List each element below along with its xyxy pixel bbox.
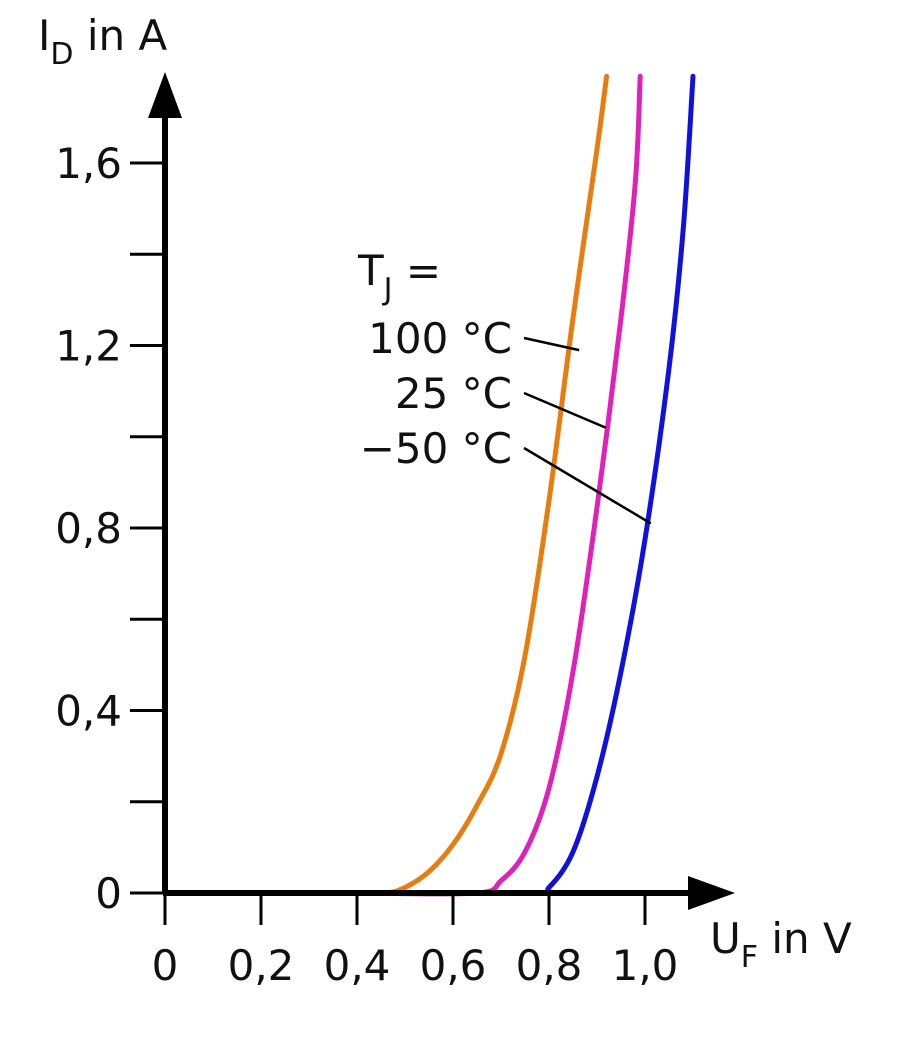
y-tick-label: 0,8 bbox=[55, 504, 122, 553]
series-line-50-c bbox=[162, 73, 696, 896]
y-axis-title-sub: D bbox=[50, 37, 73, 72]
x-axis-title-sub: F bbox=[741, 940, 758, 975]
x-tick-label: 0,6 bbox=[420, 941, 487, 990]
x-axis-title-unit: in V bbox=[758, 914, 852, 963]
y-tick-label: 1,2 bbox=[55, 322, 122, 371]
series-layer bbox=[162, 73, 696, 897]
legend-label-50-c: −50 °C bbox=[360, 424, 512, 473]
legend-leader-line bbox=[523, 391, 607, 429]
y-axis-title-main: I bbox=[38, 11, 50, 60]
x-tick-label: 0 bbox=[152, 941, 179, 990]
x-tick-label: 0,2 bbox=[228, 941, 295, 990]
series-line-100-c bbox=[162, 73, 610, 896]
legend-label-25-c: 25 °C bbox=[395, 369, 512, 418]
axis-titles: ID in A UF in V bbox=[38, 11, 852, 975]
legend: TJ = 100 °C 25 °C −50 °C bbox=[357, 246, 652, 525]
legend-title-main: T bbox=[357, 246, 384, 295]
legend-title: TJ = bbox=[357, 246, 441, 307]
x-tick-label: 0,8 bbox=[516, 941, 583, 990]
y-axis-arrow-icon bbox=[148, 72, 182, 118]
series-line-25-c bbox=[162, 73, 643, 897]
ticks: 0 0,2 0,4 0,6 0,8 1,0 0 0,4 0,8 1,2 1,6 bbox=[55, 139, 678, 990]
y-tick-label: 0,4 bbox=[55, 687, 122, 736]
legend-leader-line bbox=[523, 336, 580, 352]
x-tick-label: 0,4 bbox=[324, 941, 391, 990]
x-axis-title: UF in V bbox=[710, 914, 852, 975]
legend-title-rest: = bbox=[393, 246, 442, 295]
y-tick-label: 0 bbox=[95, 869, 122, 918]
legend-leader-line bbox=[523, 446, 652, 525]
legend-label-100-c: 100 °C bbox=[368, 314, 512, 363]
y-axis-title: ID in A bbox=[38, 11, 167, 72]
x-axis-arrow-icon bbox=[688, 876, 735, 910]
y-tick-label: 1,6 bbox=[55, 139, 122, 188]
x-axis-title-main: U bbox=[710, 914, 741, 963]
axes bbox=[148, 72, 735, 910]
y-axis-title-unit: in A bbox=[74, 11, 168, 60]
x-tick-label: 1,0 bbox=[612, 941, 679, 990]
legend-title-sub: J bbox=[382, 272, 393, 307]
